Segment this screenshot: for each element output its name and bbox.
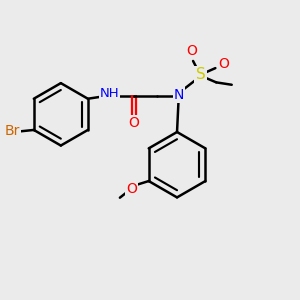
Text: O: O — [186, 44, 197, 58]
Text: NH: NH — [100, 88, 119, 100]
Text: O: O — [128, 116, 140, 130]
Text: O: O — [218, 57, 229, 71]
Text: N: N — [174, 88, 184, 102]
Text: Br: Br — [5, 124, 20, 138]
Text: O: O — [126, 182, 137, 196]
Text: S: S — [196, 67, 206, 82]
